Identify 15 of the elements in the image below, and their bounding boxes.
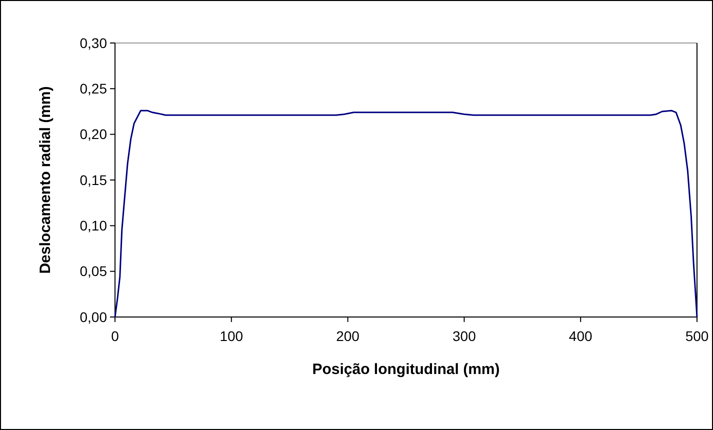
x-tick-label: 300 <box>452 328 476 344</box>
x-tick-label: 400 <box>568 328 592 344</box>
y-tick-label: 0,10 <box>80 218 108 234</box>
y-tick-label: 0,05 <box>80 263 108 280</box>
y-tick-label: 0,15 <box>80 172 108 188</box>
x-tick-label: 200 <box>336 328 360 344</box>
x-tick-label: 100 <box>220 328 244 344</box>
y-tick-label: 0,30 <box>80 34 108 51</box>
y-tick-label: 0,20 <box>80 126 108 142</box>
x-tick-label: 0 <box>111 328 120 344</box>
y-axis-title: Deslocamento radial (mm) <box>37 86 54 274</box>
x-tick-label: 500 <box>685 328 709 344</box>
x-axis-title: Posição longitudinal (mm) <box>312 361 500 378</box>
y-tick-label: 0,00 <box>80 308 108 325</box>
y-tick-label: 0,25 <box>80 80 108 97</box>
